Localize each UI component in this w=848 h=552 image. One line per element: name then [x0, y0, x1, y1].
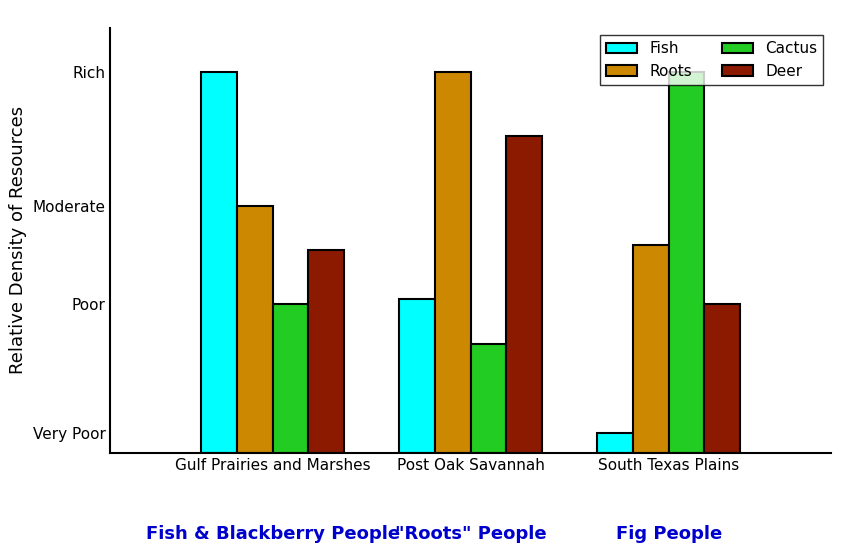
Text: "Roots" People: "Roots" People [395, 525, 546, 543]
Bar [471, 344, 506, 453]
Bar [506, 136, 542, 453]
Y-axis label: Relative Density of Resources: Relative Density of Resources [8, 106, 27, 374]
Bar [435, 72, 471, 453]
Bar [705, 304, 740, 453]
Bar [669, 72, 705, 453]
Text: Fig People: Fig People [616, 525, 722, 543]
Legend: Fish, Roots, Cactus, Deer: Fish, Roots, Cactus, Deer [600, 35, 823, 85]
Text: Fish & Blackberry People: Fish & Blackberry People [146, 525, 399, 543]
Bar [597, 433, 633, 453]
Bar [237, 205, 272, 453]
Bar [201, 72, 237, 453]
Bar [309, 250, 344, 453]
Bar [633, 245, 669, 453]
Bar [272, 304, 309, 453]
Bar [399, 299, 435, 453]
